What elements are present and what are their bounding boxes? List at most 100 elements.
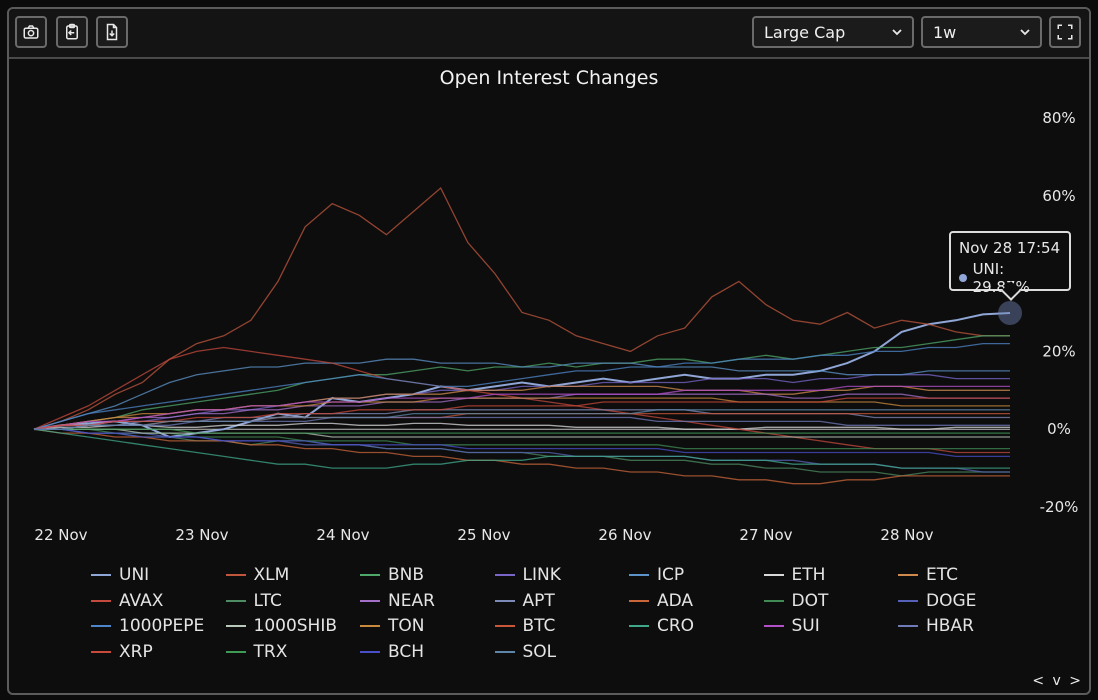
file-download-icon bbox=[106, 23, 118, 41]
chevron-down-icon bbox=[892, 29, 902, 36]
x-tick-label: 23 Nov bbox=[175, 526, 228, 544]
legend-item-icp[interactable]: ICP bbox=[629, 565, 684, 585]
y-tick-label: 20% bbox=[1042, 342, 1075, 360]
camera-button[interactable] bbox=[15, 16, 47, 48]
legend-label: AVAX bbox=[119, 590, 164, 611]
legend-label: BCH bbox=[388, 641, 425, 662]
legend-label: TRX bbox=[253, 641, 288, 662]
series-line-ada bbox=[33, 428, 1010, 485]
copy-clipboard-button[interactable] bbox=[56, 16, 88, 48]
legend-swatch bbox=[91, 625, 111, 627]
legend-item-xlm[interactable]: XLM bbox=[225, 565, 289, 585]
legend-swatch bbox=[91, 574, 111, 576]
legend-label: LTC bbox=[253, 590, 282, 611]
legend-swatch bbox=[763, 574, 784, 576]
legend-swatch bbox=[494, 574, 515, 576]
download-button[interactable] bbox=[96, 16, 128, 48]
legend-swatch bbox=[225, 599, 246, 602]
legend-item-bch[interactable]: BCH bbox=[360, 642, 424, 662]
legend-swatch bbox=[360, 625, 380, 627]
legend-item-bnb[interactable]: BNB bbox=[360, 565, 424, 585]
tooltip-time: Nov 28 17:54 bbox=[959, 239, 1061, 257]
legend-item-hbar[interactable]: HBAR bbox=[898, 616, 974, 636]
legend-swatch bbox=[91, 650, 111, 653]
legend-item-1000pepe[interactable]: 1000PEPE bbox=[91, 616, 204, 636]
legend-item-avax[interactable]: AVAX bbox=[91, 591, 163, 611]
x-tick-label: 27 Nov bbox=[739, 526, 792, 544]
legend-item-sol[interactable]: SOL bbox=[494, 642, 556, 662]
legend-item-eth[interactable]: ETH bbox=[763, 565, 826, 585]
legend-label: TON bbox=[388, 616, 425, 636]
legend-label: DOT bbox=[791, 590, 829, 611]
legend-swatch bbox=[360, 599, 380, 602]
legend-label: ETC bbox=[926, 565, 958, 585]
legend-swatch bbox=[494, 650, 515, 653]
legend-item-1000shib[interactable]: 1000SHIB bbox=[225, 616, 338, 636]
range-select-value: 1w bbox=[933, 22, 957, 42]
series-line-icp bbox=[33, 358, 1010, 430]
legend-item-sui[interactable]: SUI bbox=[763, 616, 820, 636]
tooltip-series-dot bbox=[959, 274, 967, 282]
cap-select-value: Large Cap bbox=[764, 22, 846, 42]
legend-label: ICP bbox=[657, 565, 685, 585]
legend-label: NEAR bbox=[388, 590, 435, 611]
legend-label: LINK bbox=[522, 565, 561, 585]
camera-icon bbox=[23, 25, 39, 39]
cap-select[interactable]: Large Cap bbox=[752, 16, 914, 48]
fullscreen-icon bbox=[1057, 24, 1073, 40]
x-tick-label: 25 Nov bbox=[457, 526, 510, 544]
range-select[interactable]: 1w bbox=[921, 16, 1042, 48]
legend-label: APT bbox=[522, 590, 555, 611]
legend-label: UNI bbox=[119, 565, 150, 585]
x-tick-label: 24 Nov bbox=[316, 526, 369, 544]
legend-pager[interactable]: < v > bbox=[1032, 673, 1083, 689]
legend-item-near[interactable]: NEAR bbox=[360, 591, 435, 611]
legend-label: ETH bbox=[791, 565, 826, 585]
legend-item-link[interactable]: LINK bbox=[494, 565, 561, 585]
legend-item-xrp[interactable]: XRP bbox=[91, 642, 153, 662]
legend-label: CRO bbox=[657, 616, 695, 636]
legend-item-trx[interactable]: TRX bbox=[225, 641, 288, 662]
series-line-xrp bbox=[33, 397, 1010, 430]
legend-swatch bbox=[494, 599, 515, 602]
legend-item-ltc[interactable]: LTC bbox=[225, 590, 282, 611]
legend-swatch bbox=[898, 599, 918, 602]
series-line-xlm bbox=[33, 186, 1010, 430]
legend-swatch bbox=[629, 625, 649, 627]
series-line-eth bbox=[33, 422, 1010, 430]
series-line-trx bbox=[34, 428, 1010, 434]
x-tick-label: 22 Nov bbox=[34, 526, 87, 544]
legend-item-cro[interactable]: CRO bbox=[629, 616, 694, 636]
legend-swatch bbox=[629, 574, 649, 576]
series-line-1000pepe bbox=[33, 342, 1010, 430]
legend-swatch bbox=[225, 650, 246, 653]
legend-swatch bbox=[763, 599, 784, 602]
legend-swatch bbox=[763, 625, 784, 627]
legend-item-btc[interactable]: BTC bbox=[494, 616, 555, 636]
x-tick-label: 28 Nov bbox=[880, 526, 933, 544]
legend-item-ada[interactable]: ADA bbox=[629, 591, 693, 611]
chart-title: Open Interest Changes bbox=[439, 67, 659, 89]
legend-item-etc[interactable]: ETC bbox=[898, 565, 958, 585]
fullscreen-button[interactable] bbox=[1049, 16, 1081, 48]
legend-item-uni[interactable]: UNI bbox=[91, 565, 149, 585]
chart-tooltip: Nov 28 17:54 UNI: 29.87% bbox=[949, 231, 1071, 301]
legend-item-ton[interactable]: TON bbox=[360, 616, 424, 636]
series-line-cro bbox=[33, 428, 1010, 469]
legend-label: HBAR bbox=[926, 616, 974, 636]
y-tick-label: -20% bbox=[1040, 498, 1079, 516]
legend-item-doge[interactable]: DOGE bbox=[898, 591, 976, 611]
hover-marker bbox=[998, 301, 1022, 326]
legend-label: SUI bbox=[791, 616, 820, 636]
legend-item-dot[interactable]: DOT bbox=[763, 590, 829, 611]
legend-label: XRP bbox=[119, 641, 153, 662]
legend-swatch bbox=[360, 574, 380, 576]
series-line-bch bbox=[34, 428, 1010, 458]
legend-swatch bbox=[225, 625, 246, 627]
legend-label: ADA bbox=[657, 590, 694, 611]
legend-label: 1000SHIB bbox=[253, 616, 338, 636]
legend-item-apt[interactable]: APT bbox=[494, 590, 555, 611]
y-tick-label: 80% bbox=[1042, 109, 1075, 127]
line-chart: 80% 60% 20% 0% -20% 22 Nov 23 Nov 24 Nov 25 Nov 2… bbox=[33, 109, 1079, 544]
series-line-sol bbox=[34, 409, 1010, 430]
